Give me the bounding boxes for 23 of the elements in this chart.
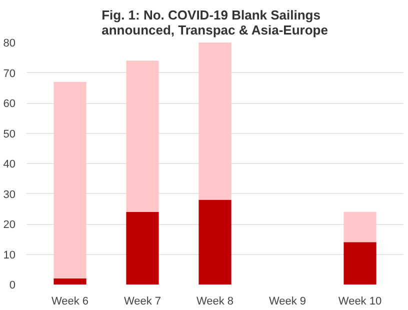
y-tick-label: 30 — [3, 188, 16, 201]
y-tick-label: 40 — [3, 158, 16, 170]
y-tick-label: 10 — [3, 249, 16, 262]
y-tick-label: 60 — [3, 98, 16, 110]
y-tick-label: 50 — [3, 128, 16, 140]
x-tick-label: Week 7 — [124, 296, 162, 308]
y-tick-label: 70 — [3, 68, 16, 80]
chart-title: Fig. 1: No. COVID-19 Blank Sailings announced, Transpac & Asia-Europe — [102, 8, 328, 38]
x-tick-label: Week 8 — [196, 296, 234, 308]
bar — [126, 212, 159, 284]
y-tick-label: 80 — [3, 38, 16, 50]
bar — [54, 82, 86, 278]
bar — [54, 278, 86, 284]
bar — [344, 212, 376, 242]
bar — [198, 200, 232, 284]
y-tick-label: 20 — [3, 219, 16, 231]
x-tick-label: Week 6 — [51, 296, 89, 308]
bar — [198, 42, 232, 200]
bar — [126, 60, 159, 212]
y-tick-label: 0 — [9, 280, 16, 292]
bar — [344, 242, 376, 284]
x-tick-label: Week 10 — [338, 296, 382, 308]
x-tick-label: Week 9 — [268, 296, 306, 308]
